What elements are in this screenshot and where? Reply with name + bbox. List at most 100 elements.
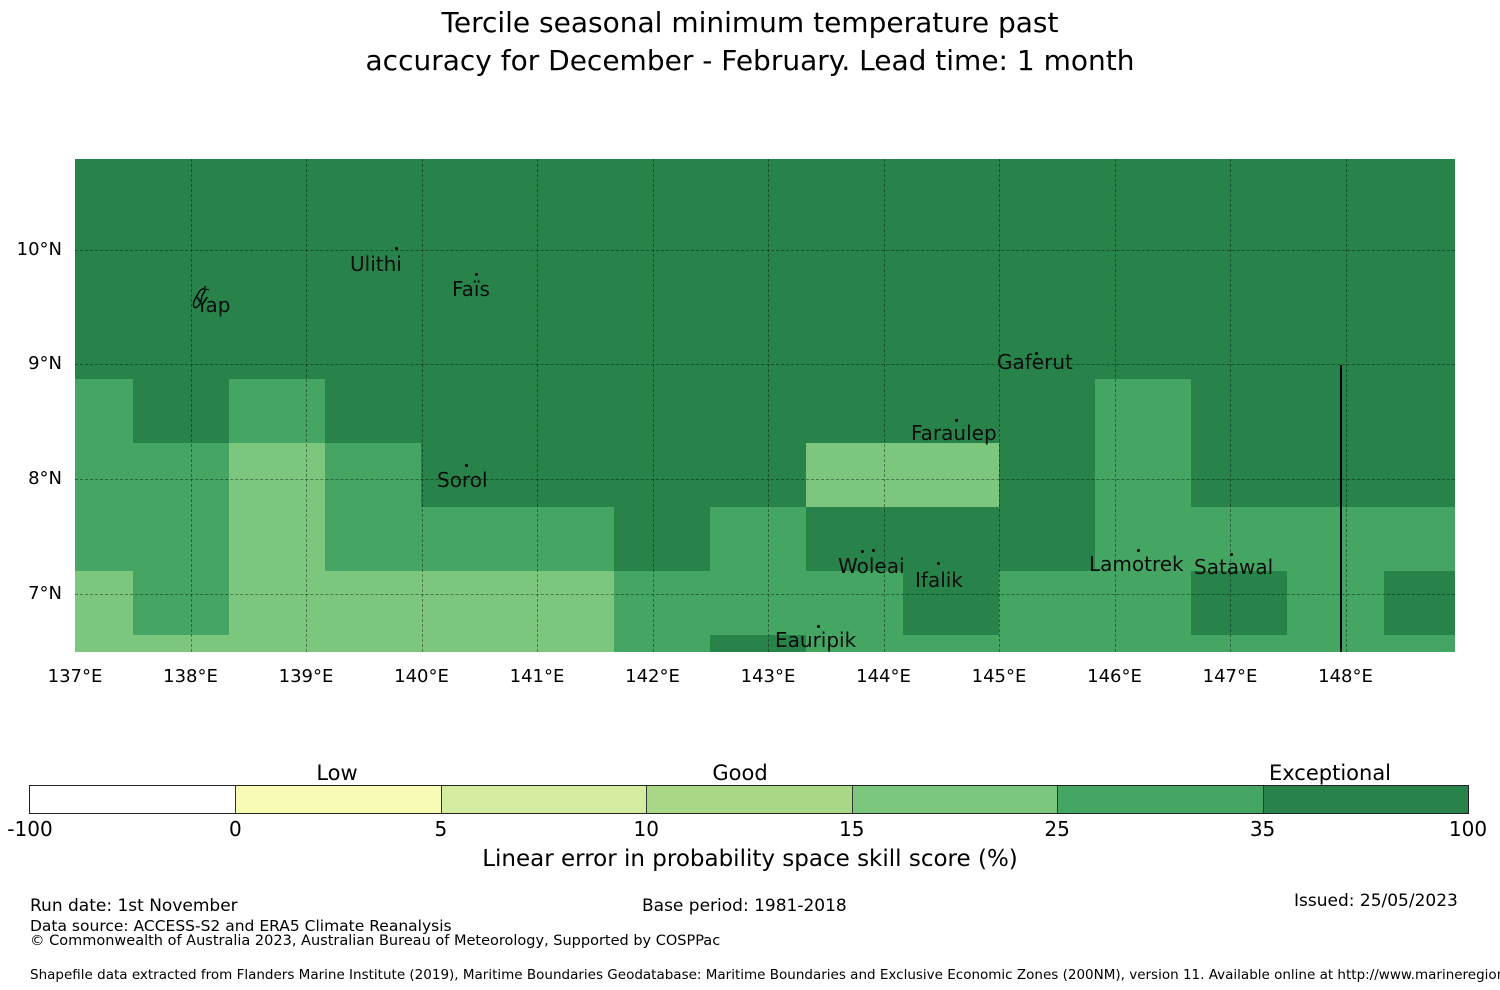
- island-dot-sorol: [465, 464, 468, 467]
- grid-cell: [133, 571, 229, 635]
- grid-cell: [806, 507, 903, 571]
- island-label-ifalik: Ifalik: [915, 568, 963, 592]
- colorbar-axis-label: Linear error in probability space skill …: [482, 846, 1018, 872]
- colorbar-segment: [30, 786, 236, 813]
- gridline-vertical: [883, 159, 885, 652]
- grid-cell: [614, 635, 710, 652]
- colorbar-tick-label: 100: [1448, 817, 1488, 841]
- grid-cell: [710, 507, 806, 571]
- grid-cell: [903, 443, 999, 507]
- grid-cell: [229, 379, 325, 443]
- grid-cell: [614, 507, 710, 571]
- grid-cell: [806, 571, 903, 635]
- colorbar-tick-label: 25: [1044, 817, 1070, 841]
- y-tick-label: 10°N: [16, 238, 62, 260]
- gridline-horizontal: [75, 479, 1455, 480]
- grid-cell: [518, 571, 614, 635]
- gridline-vertical: [1230, 159, 1231, 652]
- grid-cell: [1287, 635, 1384, 652]
- grid-cell: [1191, 571, 1287, 635]
- gridline-horizontal: [75, 249, 1455, 251]
- colorbar: [29, 785, 1469, 814]
- grid-cell: [614, 443, 710, 507]
- gridline-vertical: [652, 159, 654, 652]
- x-tick-label: 147°E: [1202, 666, 1258, 687]
- grid-cell: [229, 507, 325, 571]
- grid-cell: [903, 507, 999, 571]
- grid-cell: [133, 635, 229, 652]
- gridline-vertical: [768, 159, 769, 652]
- grid-cell: [1384, 571, 1455, 635]
- grid-cell: [999, 635, 1095, 652]
- island-label-sorol: Sorol: [437, 468, 488, 492]
- grid-cell: [75, 507, 133, 571]
- grid-cell: [133, 507, 229, 571]
- gridline-vertical: [306, 159, 307, 652]
- colorbar-tick-label: 10: [633, 817, 659, 841]
- grid-cell: [133, 159, 229, 379]
- grid-cell: [325, 443, 421, 507]
- issued-date-text: Issued: 25/05/2023: [1294, 891, 1458, 911]
- chart-title-line1: Tercile seasonal minimum temperature pas…: [441, 6, 1059, 39]
- island-label-fais: Faïs: [452, 277, 490, 301]
- grid-cell: [229, 571, 325, 635]
- grid-cell: [710, 635, 806, 652]
- y-tick-label: 8°N: [28, 468, 62, 489]
- grid-cell: [325, 635, 421, 652]
- island-dot-ulithi: [395, 247, 398, 250]
- grid-cell: [1287, 159, 1384, 379]
- colorbar-category-good: Good: [712, 761, 768, 785]
- grid-cell: [421, 635, 518, 652]
- grid-cell: [518, 507, 614, 571]
- grid-cell: [1384, 159, 1455, 379]
- grid-cell: [999, 379, 1095, 443]
- island-dot-faraulep: [955, 419, 958, 422]
- grid-cell: [999, 443, 1095, 507]
- grid-cell: [1384, 443, 1455, 507]
- island-label-yap: Yap: [196, 293, 231, 317]
- x-tick-label: 144°E: [856, 666, 911, 687]
- grid-cell: [1191, 443, 1287, 507]
- grid-cell: [1384, 379, 1455, 443]
- grid-cell: [614, 379, 710, 443]
- colorbar-category-low: Low: [316, 761, 358, 785]
- grid-cell: [903, 571, 999, 635]
- grid-cell: [1287, 443, 1384, 507]
- gridline-vertical: [537, 159, 538, 652]
- copyright-text: © Commonwealth of Australia 2023, Austra…: [30, 933, 721, 949]
- island-label-eauripik: Eauripik: [775, 628, 857, 652]
- colorbar-category-exceptional: Exceptional: [1268, 761, 1392, 785]
- island-dot-satawal: [1230, 553, 1233, 556]
- base-period-text: Base period: 1981-2018: [642, 896, 847, 916]
- grid-cell: [75, 159, 133, 379]
- island-label-woleai: Woleai: [838, 554, 905, 578]
- grid-cell: [75, 571, 133, 635]
- run-date-text: Run date: 1st November: [30, 896, 238, 916]
- island-label-satawal: Satawal: [1194, 555, 1274, 579]
- colorbar-segment: [235, 786, 441, 813]
- yap-island-outline: [192, 285, 210, 309]
- x-tick-label: 143°E: [740, 666, 796, 687]
- grid-cell: [421, 159, 518, 379]
- grid-cell: [710, 159, 806, 379]
- x-tick-label: 139°E: [278, 666, 334, 687]
- grid-cell: [229, 443, 325, 507]
- eez-boundary-line: [1340, 365, 1342, 652]
- grid-cell: [1095, 443, 1191, 507]
- chart-title: Tercile seasonal minimum temperature pas…: [0, 4, 1500, 80]
- grid-cell: [75, 443, 133, 507]
- gridline-horizontal: [75, 594, 1455, 595]
- grid-cell: [999, 507, 1095, 571]
- colorbar-tick-label: 0: [229, 817, 242, 841]
- gridline-vertical: [1345, 159, 1347, 652]
- y-tick-label: 7°N: [28, 583, 62, 604]
- grid-cell: [133, 443, 229, 507]
- map-plot-area: Yap Ulithi Faïs Gaferut Faraulep Sorol Woleai I…: [75, 159, 1455, 652]
- grid-cell: [710, 379, 806, 443]
- grid-cell: [903, 635, 999, 652]
- grid-cell: [1191, 159, 1287, 379]
- grid-cell: [518, 443, 614, 507]
- grid-cell: [1095, 159, 1191, 379]
- grid-cell: [518, 379, 614, 443]
- island-dot-lamotrek: [1137, 549, 1140, 552]
